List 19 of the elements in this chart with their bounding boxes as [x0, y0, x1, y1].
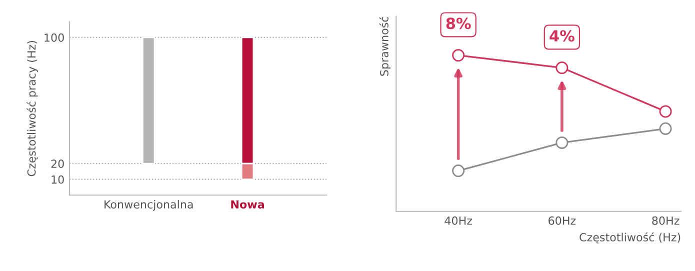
y-tick-label: 10	[52, 175, 64, 184]
x-tick-label: 80Hz	[652, 216, 680, 225]
y-tick-label: 20	[51, 160, 64, 168]
point	[452, 49, 465, 62]
point	[452, 164, 465, 178]
x-axis-title: Częstotliwość (Hz)	[580, 232, 680, 244]
annotation: 4%	[550, 30, 574, 42]
y-axis-title: Częstotliwość pracy (Hz)	[26, 40, 38, 176]
point	[659, 122, 672, 135]
y-axis-title: Sprawność	[379, 16, 391, 76]
x-tick-label: 60Hz	[548, 216, 576, 225]
y-tick-label: 100	[44, 33, 64, 42]
point	[556, 62, 568, 74]
annotation: 8%	[446, 18, 471, 30]
x-tick-label: Konwencjonalna	[104, 200, 193, 211]
x-tick-label: Nowa	[231, 200, 264, 209]
point	[556, 136, 568, 149]
point	[659, 105, 672, 118]
x-tick-label: 40Hz	[444, 216, 472, 225]
